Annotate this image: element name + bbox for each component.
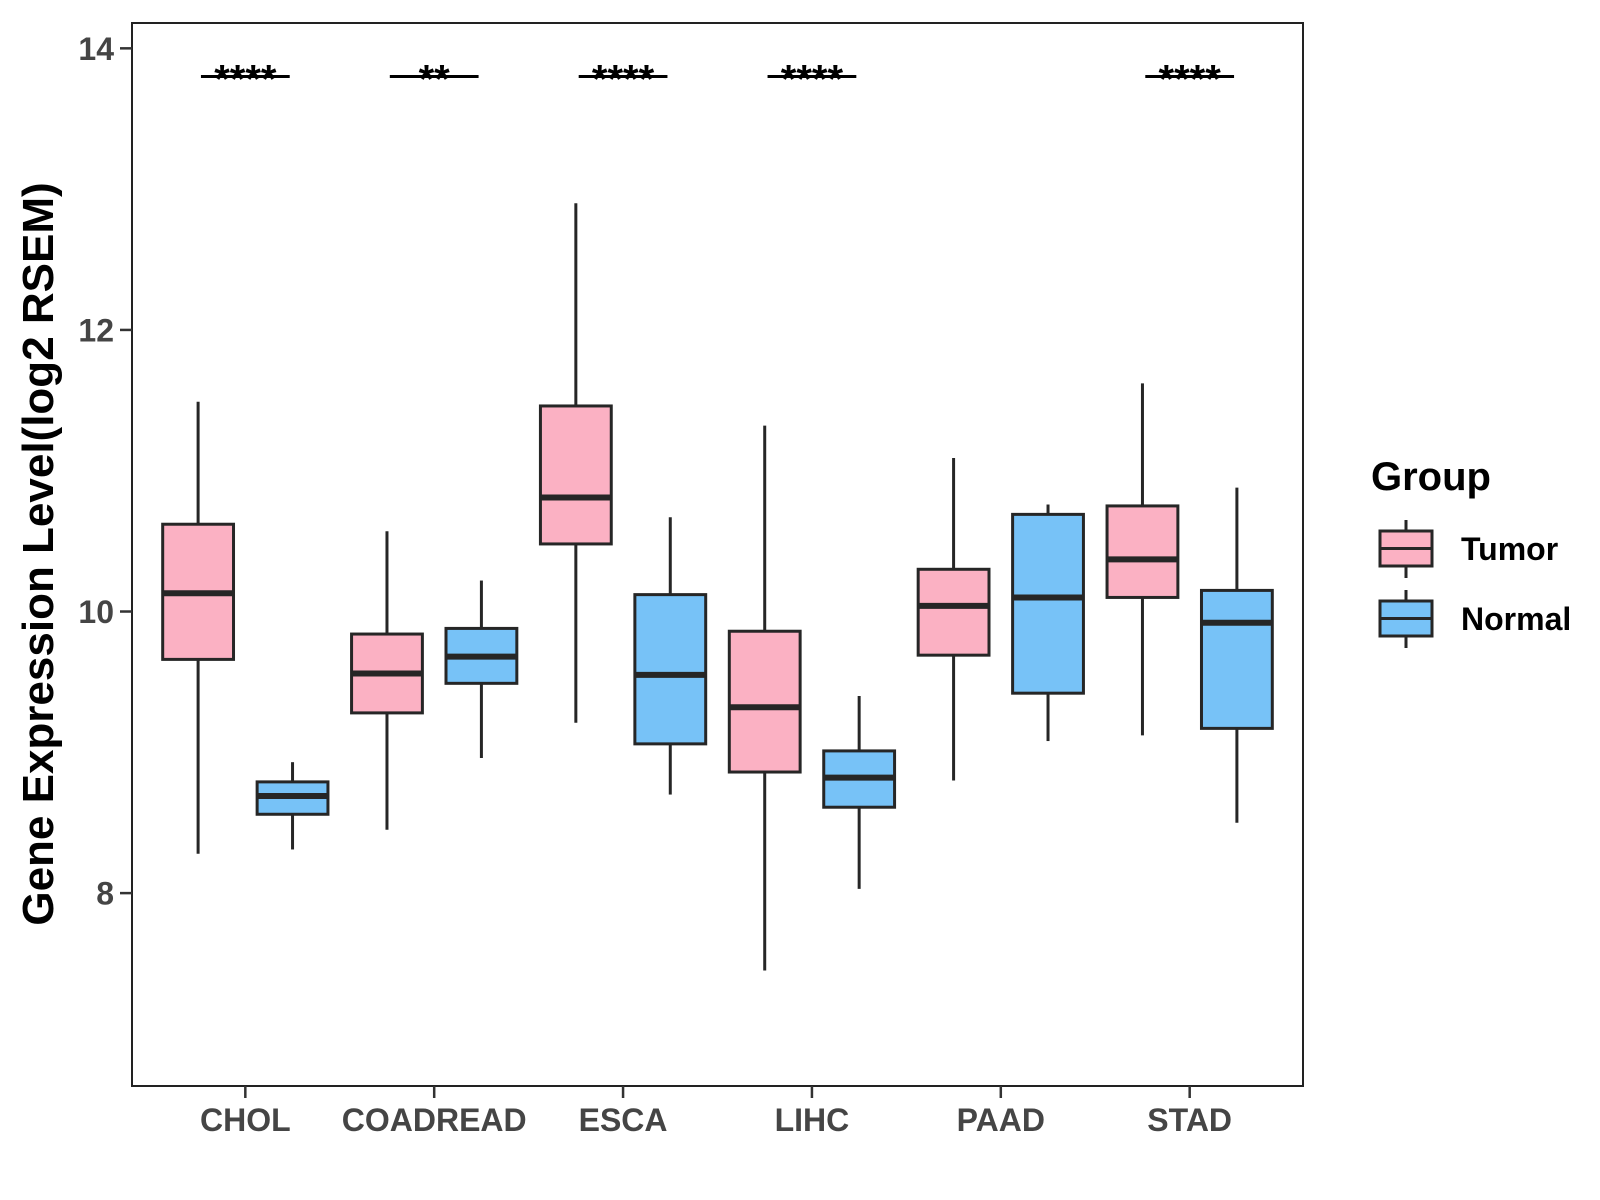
normal-box-esca	[633, 593, 708, 746]
normal-boxplot-stad	[1199, 487, 1274, 823]
legend-item-normal: Normal	[1378, 590, 1571, 648]
normal-boxplot-esca	[633, 517, 708, 795]
legend-title: Group	[1371, 455, 1491, 499]
legend-key-tumor	[1378, 520, 1434, 578]
plot-panel-border	[131, 22, 1304, 1087]
boxplot-layer	[161, 203, 1274, 971]
tumor-box-paad	[916, 567, 991, 657]
x-tick-label-lihc: LIHC	[775, 1102, 850, 1138]
significance-label-stad: ****	[1159, 58, 1222, 102]
y-tick-label-12: 12	[78, 312, 114, 348]
x-tick-label-stad: STAD	[1147, 1102, 1232, 1138]
legend-key-normal	[1378, 590, 1434, 648]
normal-boxplot-coadread	[444, 580, 519, 758]
tumor-boxplot-coadread	[350, 531, 424, 830]
x-tick-label-esca: ESCA	[579, 1102, 668, 1138]
y-tick-label-14: 14	[78, 31, 114, 67]
normal-boxplot-chol	[255, 762, 330, 850]
legend-item-tumor: Tumor	[1378, 520, 1558, 578]
legend: Group Tumor Normal	[1371, 455, 1571, 648]
x-tick-label-paad: PAAD	[957, 1102, 1045, 1138]
significance-layer: **** ** **** **** ****	[200, 58, 1235, 102]
tumor-box-lihc	[727, 629, 802, 774]
normal-boxplot-paad	[1011, 504, 1085, 742]
significance-label-lihc: ****	[781, 58, 844, 102]
tumor-boxplot-esca	[538, 203, 613, 723]
y-axis: 8 10 12 14	[78, 31, 132, 912]
normal-boxplot-lihc	[822, 695, 897, 889]
tumor-box-esca	[538, 404, 613, 546]
y-tick-label-10: 10	[78, 594, 114, 630]
tumor-box-stad	[1105, 504, 1180, 599]
significance-label-chol: ****	[214, 58, 277, 102]
x-tick-label-chol: CHOL	[200, 1102, 291, 1138]
legend-label-tumor: Tumor	[1461, 531, 1558, 567]
significance-label-esca: ****	[592, 58, 655, 102]
legend-items: Tumor Normal	[1378, 520, 1571, 648]
y-axis-title: Gene Expression Level(log2 RSEM)	[14, 182, 63, 925]
significance-label-coadread: **	[419, 58, 451, 102]
normal-box-stad	[1199, 588, 1274, 730]
x-axis: CHOL COADREAD ESCA LIHC PAAD STAD	[200, 1086, 1232, 1138]
x-tick-label-coadread: COADREAD	[342, 1102, 527, 1138]
tumor-boxplot-stad	[1105, 383, 1180, 736]
y-tick-label-8: 8	[96, 876, 114, 912]
legend-label-normal: Normal	[1461, 601, 1571, 637]
normal-box-paad	[1011, 512, 1085, 695]
tumor-boxplot-chol	[161, 401, 236, 854]
tumor-boxplot-paad	[916, 458, 991, 781]
tumor-boxplot-lihc	[727, 425, 802, 971]
